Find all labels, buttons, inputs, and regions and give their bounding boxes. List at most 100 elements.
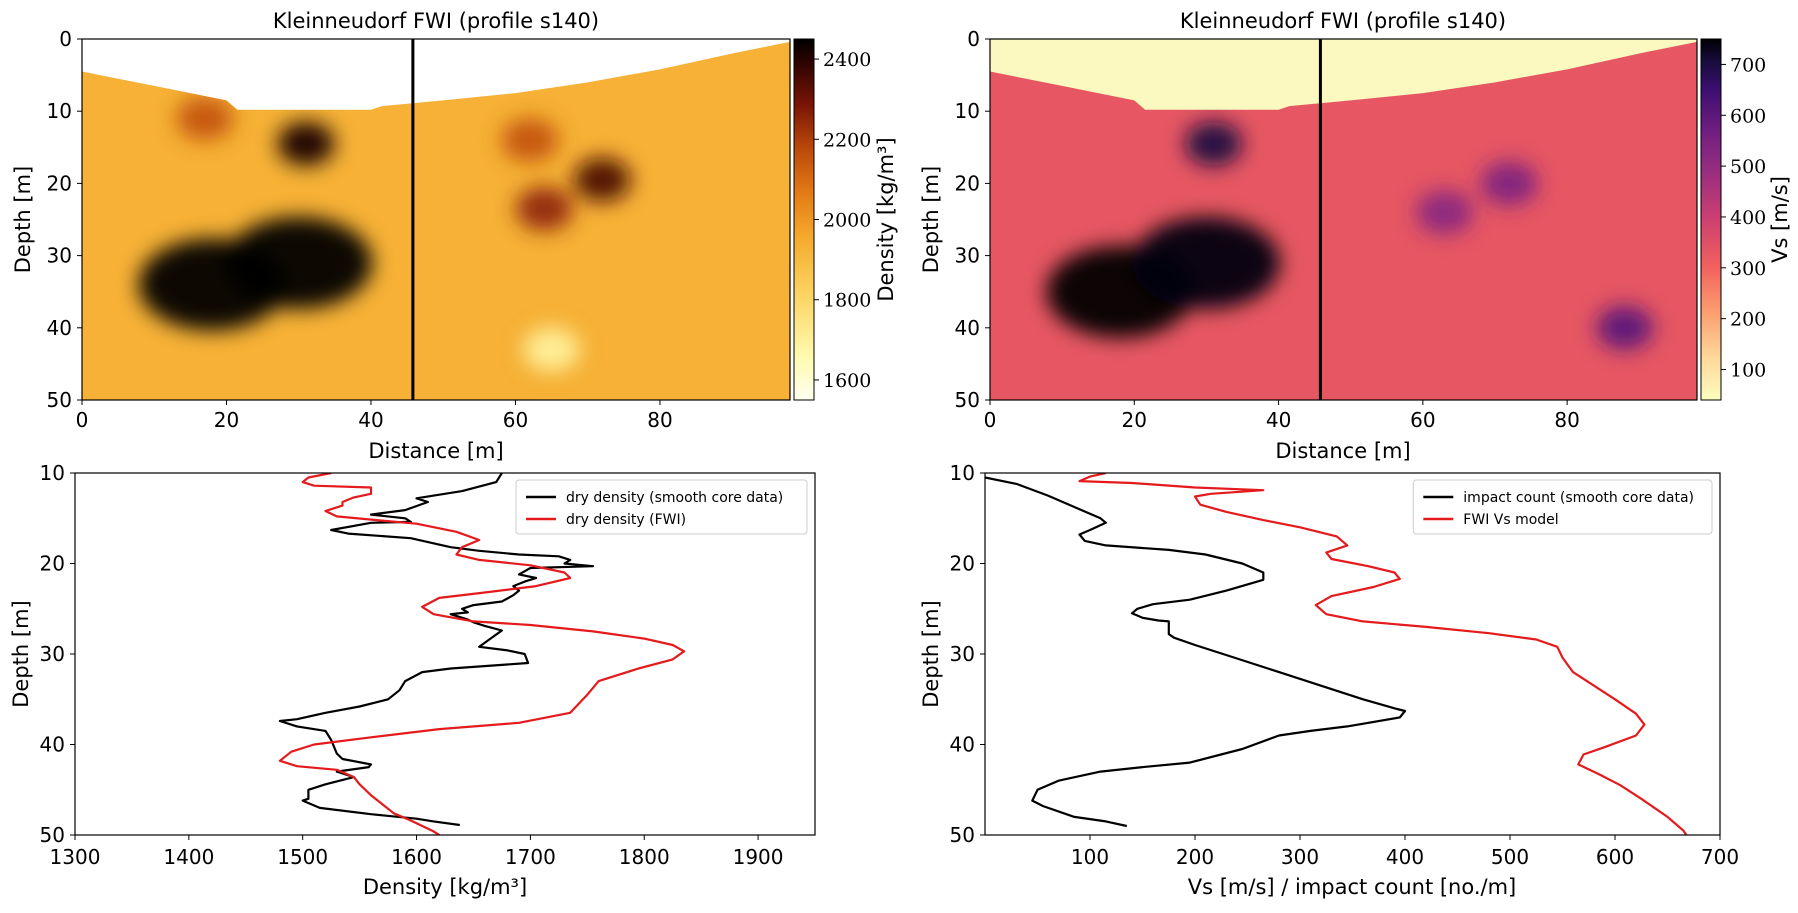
colorbar-tick-label: 200 xyxy=(1730,309,1766,331)
colorbar-ramp xyxy=(793,38,815,401)
vs-colorbar: 700 600 500 400 300 200 100 xyxy=(1700,38,1766,401)
colorbar-tick-label: 500 xyxy=(1730,156,1766,178)
x-tick-label: 0 xyxy=(984,408,997,432)
y-tick-label: 40 xyxy=(950,733,975,757)
x-tick-label: 1500 xyxy=(277,845,328,869)
x-tick-label: 700 xyxy=(1701,845,1739,869)
anomaly-4 xyxy=(1415,190,1474,235)
vs-section-y-ticks: 0 10 20 30 40 50 xyxy=(955,27,990,412)
anomaly-3 xyxy=(573,157,631,202)
vs-profile-legend: impact count (smooth core data) FWI Vs mo… xyxy=(1412,479,1713,535)
colorbar-tick-label: 1600 xyxy=(823,370,871,392)
colorbar-tick-label: 100 xyxy=(1730,359,1766,381)
y-tick-label: 20 xyxy=(47,171,72,195)
density-profile-panel: 1300 1400 1500 1600 1700 1800 1900 1020304050 … xyxy=(9,461,816,899)
subsurface-field xyxy=(82,41,790,400)
anomaly-1 xyxy=(225,216,373,309)
y-tick-label: 20 xyxy=(955,171,980,195)
x-tick-label: 60 xyxy=(1410,408,1435,432)
x-tick-label: 200 xyxy=(1176,845,1214,869)
x-tick-label: 20 xyxy=(214,408,239,432)
density-section-title: Kleinneudorf FWI (profile s140) xyxy=(273,9,599,33)
x-tick-label: 100 xyxy=(1071,845,1109,869)
vs-profile-ylabel: Depth [m] xyxy=(919,600,943,707)
density-profile-lines xyxy=(278,473,686,835)
vs-section-panel: Kleinneudorf FWI (profile s140) 0 20 40 60 8… xyxy=(919,9,1792,463)
y-tick-label: 20 xyxy=(40,552,65,576)
x-tick-label: 1900 xyxy=(733,845,784,869)
density-section-x-ticks: 0 20 40 60 80 xyxy=(76,400,673,432)
x-tick-label: 400 xyxy=(1386,845,1424,869)
y-tick-label: 30 xyxy=(47,244,72,268)
vs-profile-lines xyxy=(985,473,1688,835)
anomaly-7 xyxy=(522,327,581,372)
anomaly-6 xyxy=(501,118,559,163)
y-tick-label: 10 xyxy=(40,461,65,485)
y-tick-label: 0 xyxy=(59,27,72,51)
anomaly-1 xyxy=(1132,216,1281,309)
colorbar-tick-label: 2000 xyxy=(823,210,871,232)
x-tick-label: 40 xyxy=(358,408,383,432)
y-tick-label: 0 xyxy=(967,27,980,51)
x-tick-label: 1400 xyxy=(163,845,214,869)
legend-label-1: FWI Vs model xyxy=(1463,512,1558,528)
x-tick-label: 1300 xyxy=(50,845,101,869)
y-tick-label: 50 xyxy=(955,388,980,412)
y-tick-label: 50 xyxy=(950,823,975,847)
x-tick-label: 80 xyxy=(647,408,672,432)
x-tick-label: 1600 xyxy=(391,845,442,869)
legend-box xyxy=(515,479,808,535)
anomaly-4 xyxy=(515,186,573,231)
anomaly-blobs xyxy=(138,96,631,372)
colorbar-ramp xyxy=(1700,38,1722,401)
vs-plot-frame xyxy=(989,38,1698,401)
x-tick-label: 500 xyxy=(1491,845,1529,869)
anomaly-5 xyxy=(1596,305,1654,350)
colorbar-tick-label: 700 xyxy=(1730,54,1766,76)
x-tick-label: 80 xyxy=(1554,408,1579,432)
vs-colorbar-label: Vs [m/s] xyxy=(1768,176,1792,263)
vs-heatmap xyxy=(990,39,1697,400)
x-tick-label: 1800 xyxy=(619,845,670,869)
colorbar-tick-label: 400 xyxy=(1730,207,1766,229)
series-line-0 xyxy=(278,473,595,827)
density-heatmap xyxy=(82,39,790,400)
vs-profile-panel: 100 200 300 400 500 600 700 10 20 30 40 50 Vs [m/s… xyxy=(919,461,1739,899)
y-tick-label: 20 xyxy=(950,552,975,576)
density-profile-x-ticks: 1300 1400 1500 1600 1700 1800 1900 xyxy=(50,835,784,869)
colorbar-tick-label: 300 xyxy=(1730,258,1766,280)
y-tick-label: 30 xyxy=(955,244,980,268)
legend-label-0: dry density (smooth core data) xyxy=(566,490,783,506)
y-tick-label: 30 xyxy=(950,642,975,666)
background-field xyxy=(82,41,790,400)
subsurface-field xyxy=(990,41,1697,400)
legend-label-0: impact count (smooth core data) xyxy=(1463,490,1694,506)
anomaly-3 xyxy=(1480,161,1539,206)
density-profile-legend: dry density (smooth core data) dry densit… xyxy=(515,479,808,535)
y-tick-label: 10 xyxy=(955,99,980,123)
y-tick-label: 40 xyxy=(40,733,65,757)
x-tick-label: 60 xyxy=(503,408,528,432)
series-line-0 xyxy=(985,476,1407,828)
vs-profile-xlabel: Vs [m/s] / impact count [no./m] xyxy=(1188,875,1517,899)
density-plot-frame xyxy=(81,38,791,401)
colorbar-tick-label: 2400 xyxy=(823,49,871,71)
anomaly-blobs xyxy=(1046,121,1654,350)
density-profile-y-ticks: 10 20 30 40 50 xyxy=(40,461,75,847)
x-tick-label: 0 xyxy=(76,408,89,432)
vs-section-x-ticks: 0 20 40 60 80 xyxy=(984,400,1580,432)
series-line-1 xyxy=(278,473,686,835)
legend-label-1: dry density (FWI) xyxy=(566,512,686,528)
y-tick-label: 50 xyxy=(40,823,65,847)
anomaly-5 xyxy=(176,96,234,141)
colorbar-tick-label: 600 xyxy=(1730,105,1766,127)
x-tick-label: 20 xyxy=(1122,408,1147,432)
y-tick-label: 50 xyxy=(47,388,72,412)
density-section-ylabel: Depth [m] xyxy=(11,166,35,273)
density-profile-xlabel: Density [kg/m³] xyxy=(363,875,527,899)
y-tick-label: 40 xyxy=(47,316,72,340)
vs-section-xlabel: Distance [m] xyxy=(1275,439,1410,463)
density-section-y-ticks: 0 10 20 30 40 50 xyxy=(47,27,82,412)
y-tick-label: 30 xyxy=(40,642,65,666)
